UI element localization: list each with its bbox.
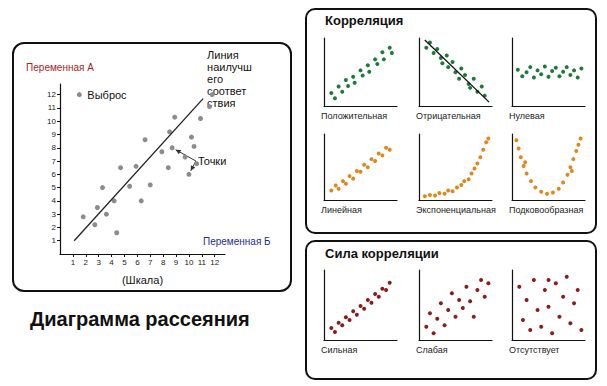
- svg-text:9: 9: [52, 130, 57, 139]
- html-text:Нулевая: Нулевая: [509, 111, 545, 121]
- html-text:Подковообразная: Подковообразная: [509, 205, 584, 215]
- svg-text:9: 9: [174, 258, 179, 267]
- svg-text:11: 11: [198, 258, 207, 267]
- svg-text:2: 2: [84, 258, 89, 267]
- svg-text:12: 12: [47, 90, 56, 99]
- svg-text:Линия: Линия: [207, 49, 242, 61]
- svg-text:6: 6: [135, 258, 140, 267]
- html-text:Экспоненциальная: Экспоненциальная: [416, 205, 496, 215]
- svg-text:3: 3: [52, 210, 57, 219]
- svg-text:Переменная А: Переменная А: [26, 62, 94, 73]
- svg-text:наилучш: наилучш: [207, 61, 252, 73]
- svg-text:Переменная Б: Переменная Б: [203, 236, 271, 247]
- svg-text:4: 4: [52, 196, 57, 205]
- html-text:Корреляция: Корреляция: [325, 13, 404, 28]
- svg-text:7: 7: [148, 258, 153, 267]
- svg-text:3: 3: [96, 258, 101, 267]
- svg-text:5: 5: [52, 183, 57, 192]
- svg-text:соответ: соответ: [207, 85, 246, 97]
- svg-text:6: 6: [52, 170, 57, 179]
- html-text:Линейная: Линейная: [321, 205, 362, 215]
- svg-text:12: 12: [210, 258, 219, 267]
- html-text:Положительная: Положительная: [321, 111, 388, 121]
- svg-text:ствия: ствия: [207, 97, 236, 109]
- svg-text:Выброс: Выброс: [87, 89, 127, 101]
- svg-text:8: 8: [161, 258, 166, 267]
- svg-text:10: 10: [47, 117, 56, 126]
- svg-text:7: 7: [52, 157, 57, 166]
- svg-text:Точки: Точки: [198, 155, 226, 167]
- svg-text:4: 4: [109, 258, 114, 267]
- svg-text:его: его: [207, 73, 226, 85]
- svg-text:1: 1: [71, 258, 76, 267]
- html-text:Отрицательная: Отрицательная: [416, 111, 481, 121]
- svg-text:(Шкала): (Шкала): [122, 274, 163, 286]
- svg-text:8: 8: [52, 143, 57, 152]
- html-text:Диаграмма рассеяния: Диаграмма рассеяния: [30, 308, 250, 330]
- html-text:Слабая: Слабая: [416, 345, 448, 355]
- html-text:Отсутствует: Отсутствует: [509, 345, 560, 355]
- svg-text:1: 1: [52, 236, 57, 245]
- html-text:Сильная: Сильная: [321, 345, 358, 355]
- svg-text:5: 5: [122, 258, 127, 267]
- html-text:Сила корреляции: Сила корреляции: [325, 246, 439, 261]
- svg-text:10: 10: [184, 258, 193, 267]
- svg-text:11: 11: [48, 103, 57, 112]
- svg-text:2: 2: [52, 223, 57, 232]
